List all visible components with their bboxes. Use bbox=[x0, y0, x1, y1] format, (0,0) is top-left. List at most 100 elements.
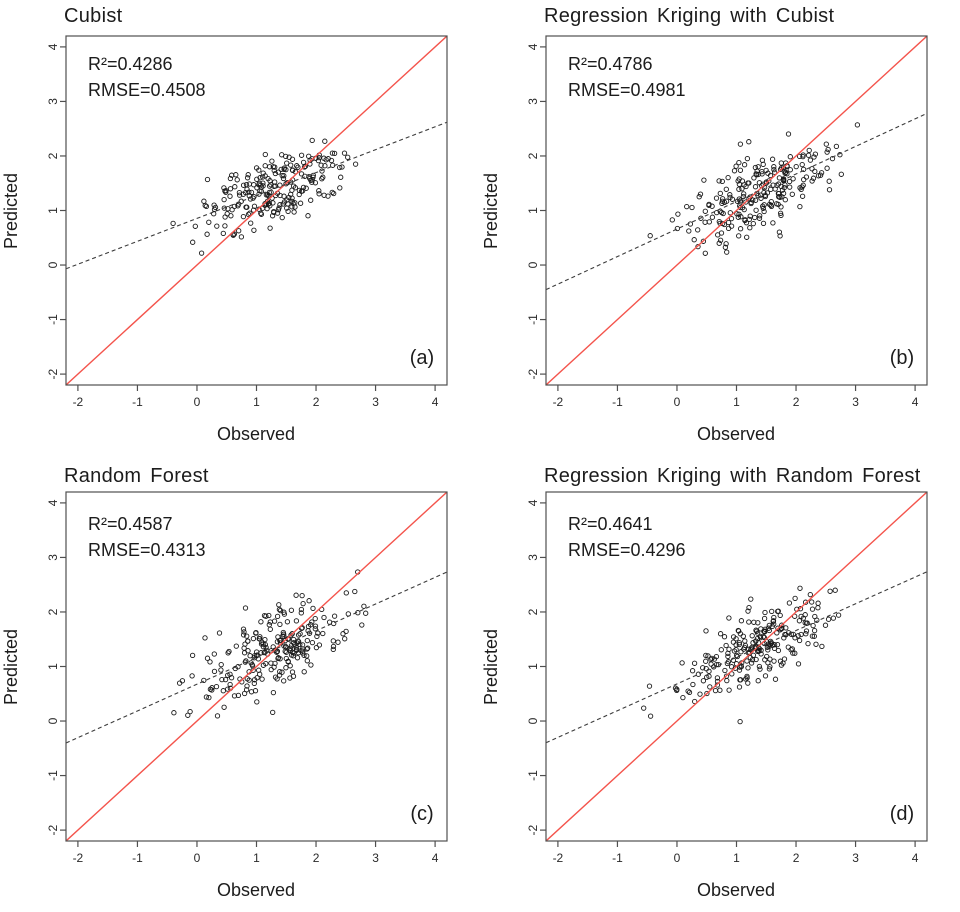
data-point bbox=[814, 617, 820, 623]
data-point bbox=[275, 169, 282, 175]
data-point bbox=[306, 173, 312, 180]
data-point bbox=[281, 643, 287, 649]
scatter-panel-a: -2 -1 0 1 2 3 4 -2 -1 0 1 2 3 4 Cubist R²=0.4286 RMSE… bbox=[0, 0, 480, 456]
data-point bbox=[838, 171, 844, 177]
data-point bbox=[316, 188, 322, 194]
data-point bbox=[782, 197, 788, 203]
data-point bbox=[313, 644, 320, 651]
data-point bbox=[721, 634, 728, 640]
data-point bbox=[254, 176, 260, 182]
data-point bbox=[248, 189, 255, 196]
data-point bbox=[777, 210, 784, 216]
x-tick-label: 4 bbox=[432, 395, 439, 409]
data-point bbox=[837, 152, 843, 158]
data-point bbox=[281, 199, 288, 205]
data-point bbox=[345, 154, 351, 160]
plot-content bbox=[66, 492, 447, 841]
x-axis-title: Observed bbox=[217, 880, 295, 900]
data-point bbox=[727, 192, 733, 198]
data-point bbox=[235, 692, 242, 699]
data-point bbox=[809, 178, 815, 184]
data-point bbox=[762, 673, 769, 679]
data-point bbox=[244, 683, 250, 689]
data-point bbox=[247, 653, 253, 659]
data-point bbox=[797, 185, 803, 191]
data-point bbox=[776, 194, 782, 200]
data-point bbox=[281, 678, 287, 684]
data-point bbox=[723, 673, 730, 679]
data-point bbox=[778, 160, 784, 166]
data-point bbox=[759, 157, 766, 163]
data-point bbox=[803, 620, 810, 626]
data-point bbox=[779, 622, 785, 628]
data-point bbox=[802, 612, 808, 618]
data-point bbox=[272, 170, 279, 177]
data-point bbox=[747, 225, 753, 231]
data-point bbox=[262, 151, 268, 158]
data-point bbox=[787, 167, 793, 173]
data-point bbox=[750, 652, 757, 658]
data-point bbox=[247, 210, 253, 216]
data-point bbox=[684, 203, 690, 210]
y-tick-label: 0 bbox=[526, 717, 540, 724]
data-point bbox=[724, 249, 730, 255]
data-point bbox=[748, 660, 755, 666]
data-point bbox=[251, 227, 257, 233]
data-point bbox=[218, 667, 224, 673]
data-point bbox=[213, 683, 220, 690]
data-point bbox=[706, 219, 712, 225]
data-point bbox=[765, 625, 772, 631]
data-point bbox=[757, 666, 763, 672]
data-point bbox=[777, 233, 783, 239]
data-point bbox=[337, 164, 343, 171]
data-point bbox=[192, 223, 198, 229]
data-point bbox=[302, 163, 309, 169]
data-point bbox=[281, 631, 287, 637]
data-point bbox=[733, 636, 739, 642]
data-point bbox=[284, 160, 290, 166]
rmse-annotation: RMSE=0.4508 bbox=[88, 80, 206, 100]
data-point bbox=[277, 637, 284, 644]
data-point bbox=[234, 177, 240, 183]
y-tick-label: -2 bbox=[46, 368, 60, 379]
data-point bbox=[741, 191, 747, 197]
data-point bbox=[700, 678, 707, 684]
data-point bbox=[266, 622, 272, 628]
data-point bbox=[318, 162, 324, 168]
data-point bbox=[729, 196, 736, 202]
y-tick-label: 0 bbox=[46, 261, 60, 268]
data-point bbox=[298, 610, 304, 616]
data-point bbox=[232, 184, 238, 190]
data-point bbox=[256, 636, 262, 642]
data-point bbox=[299, 592, 305, 599]
data-point bbox=[799, 161, 805, 168]
data-point bbox=[823, 141, 829, 147]
data-point bbox=[737, 718, 743, 725]
data-point bbox=[267, 225, 273, 231]
data-point bbox=[832, 587, 838, 593]
data-point bbox=[303, 185, 309, 191]
data-point bbox=[295, 632, 302, 638]
data-point bbox=[760, 220, 767, 227]
data-point bbox=[236, 228, 242, 234]
data-point bbox=[227, 175, 234, 182]
data-point bbox=[277, 656, 283, 662]
data-point bbox=[267, 619, 273, 625]
data-point bbox=[777, 166, 784, 173]
data-point bbox=[807, 591, 813, 598]
data-point bbox=[746, 646, 752, 652]
data-point bbox=[277, 192, 283, 199]
data-point bbox=[717, 190, 723, 197]
data-point bbox=[726, 687, 732, 693]
regression-line bbox=[546, 112, 927, 291]
data-point bbox=[803, 174, 810, 180]
data-point bbox=[288, 607, 295, 613]
y-tick-label: 3 bbox=[46, 554, 60, 561]
data-point bbox=[817, 172, 824, 178]
data-point bbox=[776, 190, 782, 197]
x-tick-label: 2 bbox=[793, 851, 800, 865]
data-point bbox=[222, 676, 229, 683]
data-point bbox=[271, 664, 277, 670]
data-point bbox=[299, 188, 306, 194]
one-to-one-line bbox=[66, 492, 447, 841]
